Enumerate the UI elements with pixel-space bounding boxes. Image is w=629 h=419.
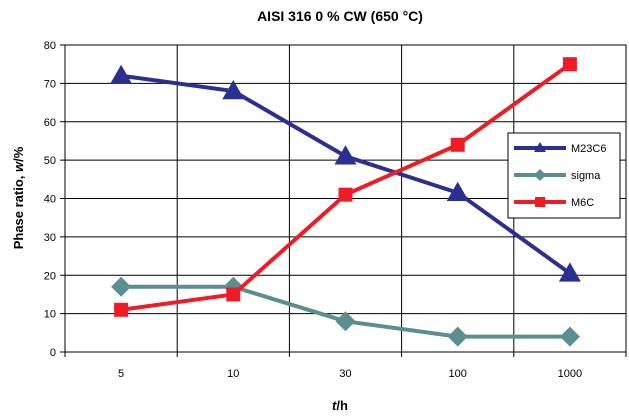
x-axis-label-rest: /h xyxy=(336,398,348,413)
x-tick-label: 100 xyxy=(449,368,467,380)
y-tick-label: 80 xyxy=(44,40,56,52)
data-point-m6c xyxy=(114,302,129,317)
data-point-m23c6 xyxy=(446,181,469,201)
y-tick-label: 10 xyxy=(44,309,56,321)
legend-marker-m6c xyxy=(535,197,545,207)
y-tick-label: 60 xyxy=(44,117,56,129)
y-axis-label-rest: /% xyxy=(11,146,26,162)
data-point-sigma xyxy=(559,326,580,347)
data-point-sigma xyxy=(335,311,356,332)
x-axis-label-italic: t xyxy=(332,398,337,413)
data-point-m23c6 xyxy=(222,80,245,100)
data-point-m6c xyxy=(450,137,465,152)
y-axis-label-italic: w xyxy=(11,161,26,172)
y-tick-label: 30 xyxy=(44,232,56,244)
x-axis-label: t/h xyxy=(332,398,348,413)
data-point-m23c6 xyxy=(334,145,357,165)
y-axis-label: Phase ratio, w/% xyxy=(11,146,26,249)
y-tick-label: 20 xyxy=(44,270,56,282)
y-tick-label: 40 xyxy=(44,194,56,206)
y-axis-ticks: 0 10 20 30 40 50 60 70 80 xyxy=(44,40,65,359)
legend: M23C6 sigma M6C xyxy=(507,132,621,219)
data-point-sigma xyxy=(111,276,132,297)
legend-label-m6c: M6C xyxy=(571,197,594,209)
data-point-sigma xyxy=(447,326,468,347)
legend-label-sigma: sigma xyxy=(571,170,601,182)
x-tick-label: 10 xyxy=(227,368,239,380)
legend-marker-sigma xyxy=(534,169,546,181)
y-tick-label: 70 xyxy=(44,78,56,90)
series-line-m23c6 xyxy=(120,73,572,275)
y-tick-label: 0 xyxy=(50,347,56,359)
series-group xyxy=(110,57,581,347)
y-tick-label: 50 xyxy=(44,155,56,167)
data-point-m6c xyxy=(338,187,353,202)
legend-marker-m23c6 xyxy=(534,142,546,152)
y-axis-label-plain: Phase ratio, xyxy=(11,172,26,249)
legend-label-m23c6: M23C6 xyxy=(571,143,606,155)
data-point-m6c xyxy=(562,57,577,72)
data-point-m6c xyxy=(226,287,241,302)
x-tick-label: 5 xyxy=(118,368,124,380)
x-axis-ticks: 5 10 30 100 1000 xyxy=(64,352,627,380)
series-line-m6c xyxy=(120,62,572,312)
data-point-m23c6 xyxy=(558,262,581,282)
chart-title: AISI 316 0 % CW (650 °C) xyxy=(257,8,423,24)
x-tick-label: 1000 xyxy=(558,368,582,380)
data-point-m23c6 xyxy=(110,64,133,84)
x-tick-label: 30 xyxy=(339,368,351,380)
